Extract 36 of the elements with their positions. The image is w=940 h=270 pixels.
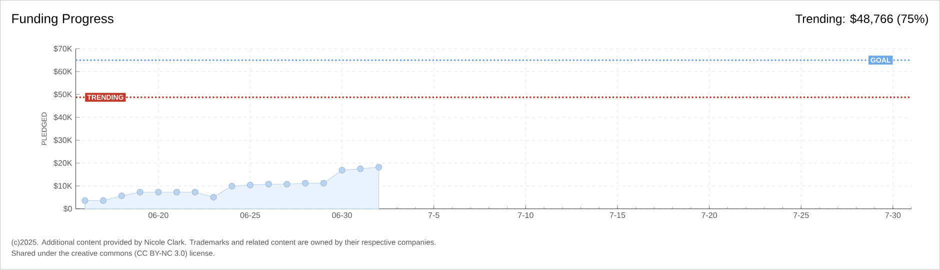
point: [284, 181, 290, 188]
x-tick-label: 06-30: [332, 212, 352, 218]
x-tick-label: 7-20: [702, 212, 717, 218]
y-tick-label: $70K: [54, 46, 72, 52]
text: Trending: $48,766 (75%): [796, 14, 928, 26]
point: [375, 164, 382, 171]
chart-title: Funding Progress: [12, 14, 114, 26]
y-tick-label: $0: [63, 206, 72, 212]
point: [136, 189, 144, 196]
point: [338, 167, 346, 174]
y-tick-label: $40K: [54, 114, 72, 121]
point: [246, 182, 254, 189]
x-tick-label: 7-5: [428, 212, 440, 218]
y-tick-label: $50K: [54, 91, 72, 98]
point: [118, 192, 125, 200]
x-tick-label: 06-20: [148, 212, 168, 218]
x-tick-label: 7-30: [885, 212, 901, 218]
point: [302, 180, 309, 187]
point: [192, 189, 198, 196]
y-tick-label: $10K: [54, 182, 72, 190]
point: [210, 194, 217, 201]
x-tick-label: 7-15: [610, 212, 626, 218]
y-tick-label: $20K: [54, 160, 72, 167]
point: [228, 183, 236, 190]
point: [100, 198, 107, 204]
y-tick-label: $30K: [54, 137, 72, 144]
x-tick-label: 06-25: [240, 212, 260, 218]
point: [265, 181, 272, 188]
point: [82, 198, 88, 204]
point: [357, 166, 364, 172]
y-tick-label: $60K: [54, 68, 72, 76]
x-tick-label: 7-10: [518, 212, 534, 218]
point: [320, 180, 327, 187]
point: [173, 189, 180, 196]
point: [155, 189, 162, 196]
x-tick-label: 7-25: [794, 212, 809, 218]
